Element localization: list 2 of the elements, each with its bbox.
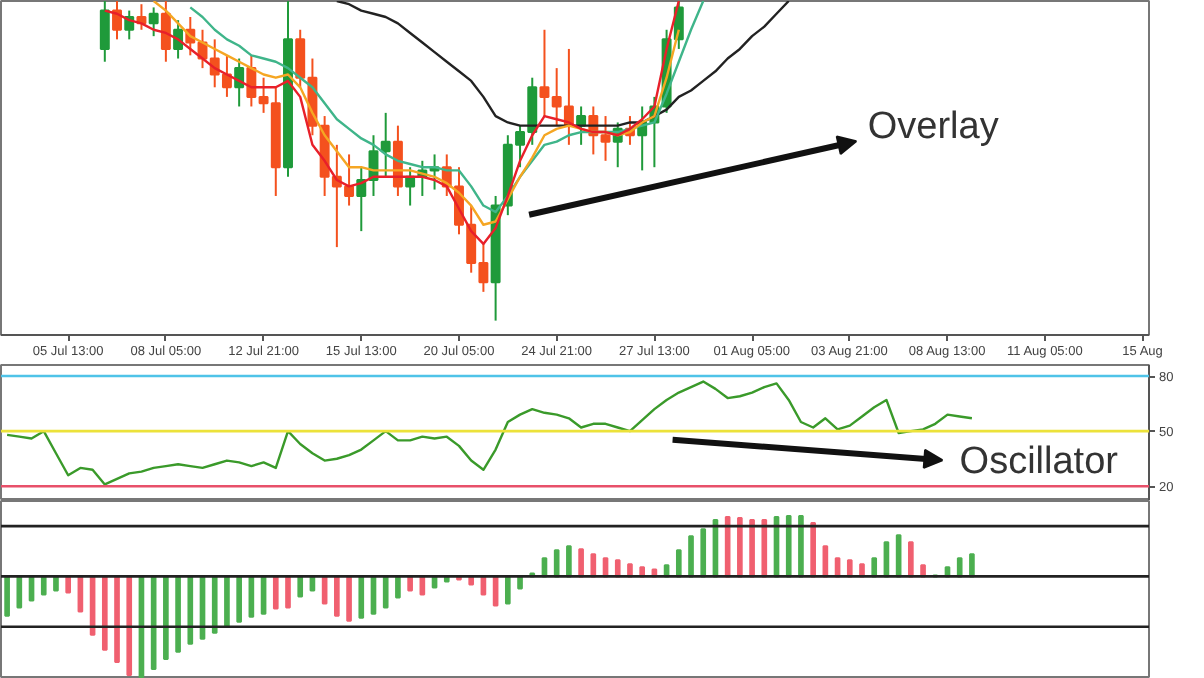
annotation: Overlay — [867, 105, 1000, 148]
annotation: Oscillator — [959, 441, 1120, 484]
